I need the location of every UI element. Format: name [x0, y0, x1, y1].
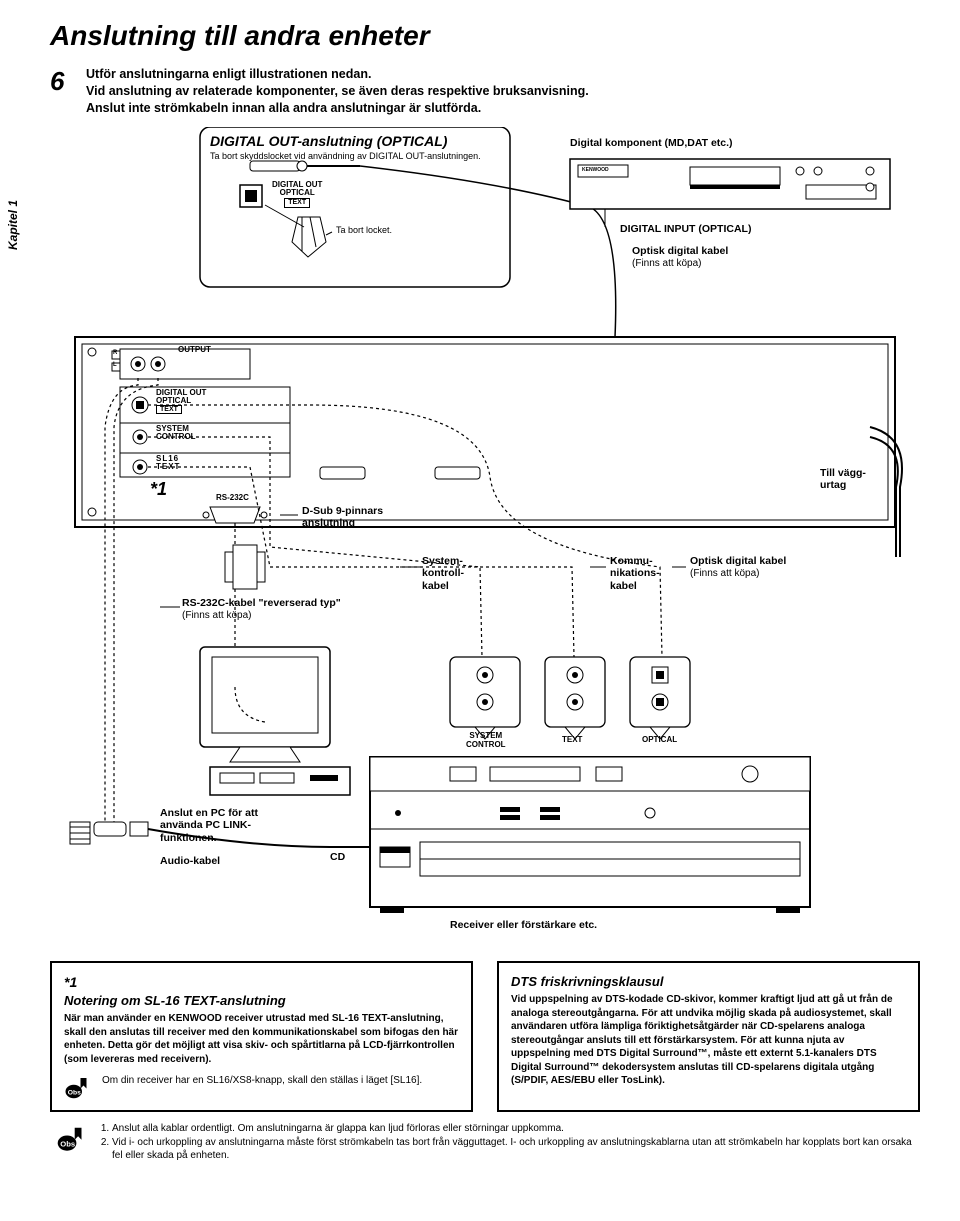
note2-title: DTS friskrivningsklausul [511, 973, 906, 991]
opt-cable-l2: (Finns att köpa) [690, 568, 759, 579]
port-digital-out: DIGITAL OUT [272, 180, 322, 189]
obs-icon: Obs [64, 1074, 94, 1100]
wall-outlet-label: Till vägg- urtag [820, 467, 866, 492]
optical-cable-note: (Finns att köpa) [632, 258, 701, 269]
wall-l1: Till vägg- [820, 467, 866, 479]
note2-body: Vid uppspelning av DTS-kodade CD-skivor,… [511, 993, 906, 1088]
l-label: L [113, 362, 117, 368]
rs232-cable-l2: (Finns att köpa) [182, 610, 251, 621]
optical-cable-label-1: Optisk digital kabel (Finns att köpa) [632, 245, 728, 271]
opt-cable-label-2: Optisk digital kabel (Finns att köpa) [690, 555, 786, 581]
connection-diagram: DIGITAL OUT-anslutning (OPTICAL) Ta bort… [50, 127, 920, 947]
sys-cable-l1: System- [422, 555, 463, 567]
intro-line-1: Utför anslutningarna enligt illustration… [86, 67, 371, 81]
pc-l1: Anslut en PC för att [160, 807, 258, 819]
dig-out-block: DIGITAL OUT OPTICAL TEXT [156, 389, 206, 414]
port-optical: OPTICAL [280, 188, 315, 197]
dsub-l1: D-Sub 9-pinnars [302, 505, 383, 517]
intro-line-2: Vid anslutning av relaterade komponenter… [86, 84, 589, 98]
recv-sys-port-label: SYSTEM CONTROL [466, 731, 506, 749]
svg-text:Obs: Obs [60, 1140, 75, 1149]
note-dts: DTS friskrivningsklausul Vid uppspelning… [497, 961, 920, 1112]
control-label: CONTROL [156, 432, 196, 441]
optical-port-labels: DIGITAL OUT OPTICAL TEXT [272, 181, 322, 208]
cd-label: CD [330, 851, 345, 864]
receiver-caption: Receiver eller förstärkare etc. [450, 919, 597, 932]
dsub-l2: anslutning [302, 517, 355, 529]
intro-line-3: Anslut inte strömkabeln innan alla andra… [86, 101, 481, 115]
output-label: OUTPUT [178, 345, 211, 354]
recv-text-port-label: TEXT [562, 735, 582, 744]
text-badge-1: TEXT [156, 405, 182, 414]
rs232-cable-l1: RS-232C-kabel "reverserad typ" [182, 597, 341, 609]
recv-sys1: SYSTEM [469, 731, 502, 740]
r-label: R [113, 350, 117, 356]
chapter-tab: Kapitel 1 [6, 200, 20, 250]
optical-label: OPTICAL [156, 396, 191, 405]
sys-ctrl-block: SYSTEM CONTROL [156, 425, 196, 441]
optical-panel-subtitle: Ta bort skyddslocket vid användning av D… [210, 151, 481, 161]
note1-star: *1 [64, 973, 459, 992]
kenwood-brand: KENWOOD [582, 167, 609, 173]
intro-text: Utför anslutningarna enligt illustration… [86, 66, 920, 117]
footer-notes: Obs Anslut alla kablar ordentligt. Om an… [50, 1122, 920, 1163]
page-title: Anslutning till andra enheter [50, 20, 920, 52]
obs-icon-footer: Obs [56, 1124, 90, 1152]
note1-title: Notering om SL-16 TEXT-anslutning [64, 992, 459, 1010]
comm-cable-l2: nikations- [610, 567, 660, 579]
footer-note-1: Anslut alla kablar ordentligt. Om anslut… [112, 1122, 914, 1136]
comm-cable-l3: kabel [610, 580, 637, 592]
note1-body: När man använder en KENWOOD receiver utr… [64, 1012, 459, 1066]
note-sl16: *1 Notering om SL-16 TEXT-anslutning När… [50, 961, 473, 1112]
svg-text:Obs: Obs [68, 1090, 81, 1097]
sl16-block: SL16 TEXT [156, 455, 180, 471]
digital-component-label: Digital komponent (MD,DAT etc.) [570, 137, 733, 150]
recv-optical-port-label: OPTICAL [642, 735, 677, 744]
optical-panel-title: DIGITAL OUT-anslutning (OPTICAL) [210, 133, 447, 149]
pc-l3: funktionen. [160, 832, 217, 844]
wall-l2: urtag [820, 479, 846, 491]
comm-cable-label: Kommu- nikations- kabel [610, 555, 660, 593]
recv-sys2: CONTROL [466, 740, 506, 749]
opt-cable-l1: Optisk digital kabel [690, 555, 786, 567]
port-text-badge: TEXT [284, 198, 310, 208]
sys-cable-label: System- kontroll- kabel [422, 555, 464, 593]
star-1-marker: *1 [150, 479, 167, 500]
page-number: 6 [50, 66, 86, 97]
remove-cap-label: Ta bort locket. [336, 225, 392, 235]
sys-cable-l2: kontroll- [422, 567, 464, 579]
digital-input-label: DIGITAL INPUT (OPTICAL) [620, 223, 751, 236]
pc-l2: använda PC LINK- [160, 819, 251, 831]
optical-cable-name: Optisk digital kabel [632, 245, 728, 257]
sl16-text-label: TEXT [156, 462, 180, 471]
comm-cable-l1: Kommu- [610, 555, 653, 567]
rs232-cable-label: RS-232C-kabel "reverserad typ" (Finns at… [182, 597, 341, 623]
audio-cable-label: Audio-kabel [160, 855, 220, 868]
note1-obs-text: Om din receiver har en SL16/XS8-knapp, s… [102, 1074, 422, 1088]
dsub-label: D-Sub 9-pinnars anslutning [302, 505, 383, 530]
footer-note-2: Vid i- och urkoppling av anslutningarna … [112, 1136, 914, 1163]
pc-connect-label: Anslut en PC för att använda PC LINK- fu… [160, 807, 258, 845]
rs232c-label: RS-232C [216, 493, 249, 502]
sys-cable-l3: kabel [422, 580, 449, 592]
